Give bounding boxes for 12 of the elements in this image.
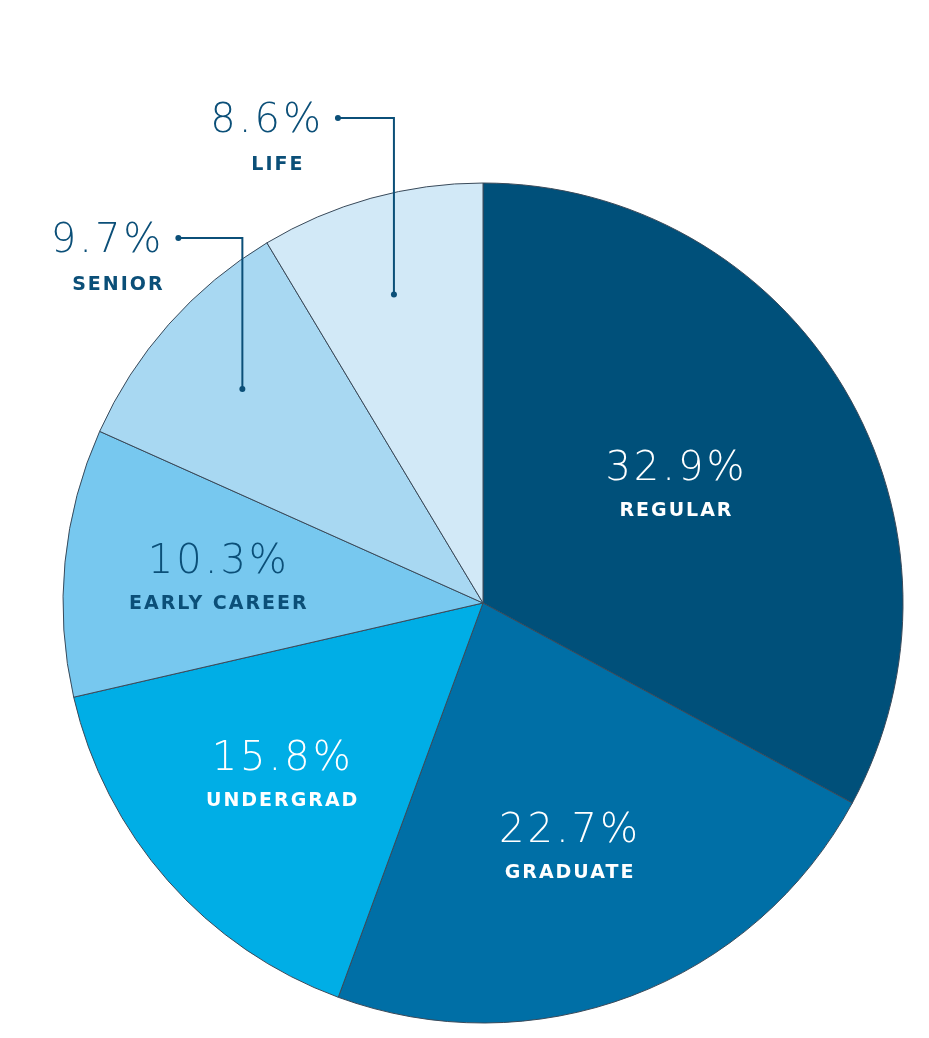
data-label: 15.8%: [211, 733, 354, 780]
data-label: 32.9%: [605, 442, 748, 489]
data-label: 9.7%: [50, 215, 165, 261]
slice-label: UNDERGRAD: [205, 788, 360, 811]
data-label: 10.3%: [147, 535, 290, 582]
slice-label: REGULAR: [619, 497, 734, 520]
slice-label: LIFE: [251, 152, 305, 174]
slice-label: EARLY CAREER: [128, 590, 309, 613]
data-label: 8.6%: [210, 95, 324, 141]
slice-label: GRADUATE: [504, 859, 636, 882]
slice-label: SENIOR: [72, 272, 165, 294]
data-label: 22.7%: [499, 804, 642, 851]
